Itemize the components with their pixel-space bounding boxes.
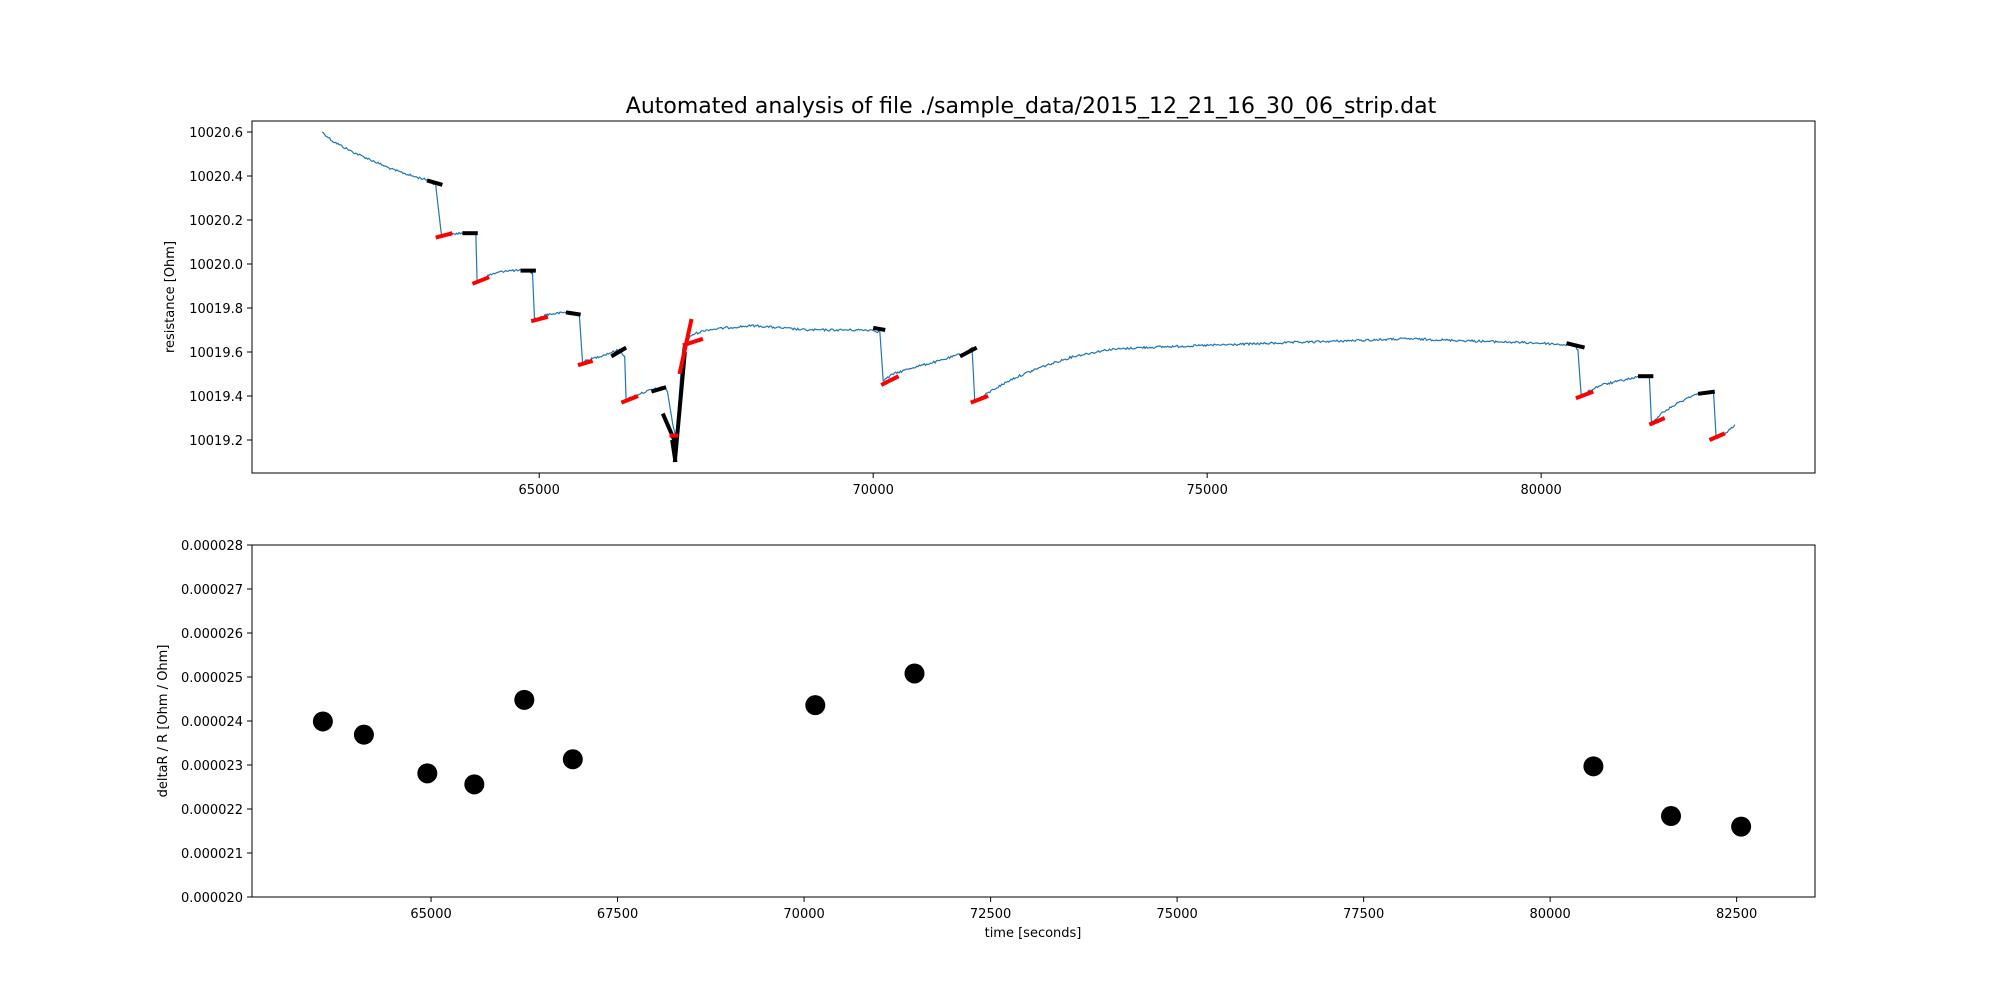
top-y-tick-label: 10020.0	[189, 258, 243, 273]
top-y-axis-label: resistance [Ohm]	[163, 241, 178, 353]
deltaR-point	[1731, 816, 1752, 837]
bottom-x-tick-label: 75000	[1156, 907, 1197, 922]
bottom-x-tick-label: 80000	[1529, 907, 1570, 922]
top-y-tick-label: 10020.6	[189, 126, 243, 141]
fit-after-segment	[620, 394, 639, 405]
fit-before-segment	[672, 351, 687, 463]
bottom-y-tick-label: 0.000025	[181, 671, 243, 686]
bottom-y-tick-label: 0.000024	[181, 715, 243, 730]
bottom-x-tick-label: 70000	[783, 907, 824, 922]
top-x-tick-label: 80000	[1520, 483, 1561, 498]
deltaR-point	[1661, 806, 1682, 827]
fit-after-segment	[880, 374, 900, 387]
top-y-tick-label: 10019.8	[189, 302, 243, 317]
deltaR-point	[514, 689, 535, 710]
fit-before-segment	[872, 325, 886, 332]
bottom-y-tick-label: 0.000028	[181, 539, 243, 554]
resistance-trace	[321, 131, 1736, 440]
bottom-series	[312, 663, 1752, 837]
top-y-axis: 10019.2 10019.4 10019.6 10019.8 10020.0 10020…	[189, 126, 252, 449]
bottom-x-axis-label: time [seconds]	[985, 926, 1082, 941]
fit-after-segment	[677, 318, 694, 375]
bottom-y-tick-label: 0.000026	[181, 627, 243, 642]
fit-before-segment	[610, 345, 628, 359]
bottom-y-tick-label: 0.000027	[181, 583, 243, 598]
top-plot-frame	[251, 120, 1816, 474]
bottom-y-axis-label: deltaR / R [Ohm / Ohm]	[156, 645, 171, 798]
fit-before-segment	[650, 385, 667, 394]
resistance-plot: 65000 70000 75000 80000 10019.210019.410019…	[163, 120, 1816, 498]
fit-after-segment	[435, 231, 453, 240]
bottom-y-tick-label: 0.000023	[181, 759, 243, 774]
bottom-x-tick-label: 67500	[597, 907, 638, 922]
fit-before-segment	[1566, 341, 1586, 350]
deltaR-point	[805, 695, 826, 716]
top-series	[321, 131, 1736, 463]
top-x-tick-label: 75000	[1186, 483, 1227, 498]
fit-after-segment	[577, 358, 594, 368]
top-y-tick-label: 10020.4	[189, 170, 243, 185]
fit-before-segment	[1697, 389, 1716, 396]
top-x-tick-label: 70000	[853, 483, 894, 498]
deltaR-point	[417, 763, 438, 784]
fit-after-segment	[530, 314, 549, 324]
deltaR-point	[464, 774, 485, 795]
deltaR-point	[353, 724, 374, 745]
bottom-y-tick-label: 0.000022	[181, 803, 243, 818]
deltaR-point	[312, 711, 333, 732]
deltaR-plot: 65000 67500 70000 72500 75000 77500 80000 82500…	[156, 539, 1816, 941]
fit-before-segment	[565, 310, 581, 317]
fit-after-segment	[1708, 431, 1726, 442]
fit-after-segment	[1648, 416, 1666, 427]
top-x-axis: 65000 70000 75000 80000	[519, 473, 1562, 498]
bottom-y-axis: 0.000020 0.000021 0.000022 0.000023 0.000024…	[181, 539, 252, 906]
bottom-plot-frame	[251, 544, 1816, 898]
fit-after-segment	[970, 394, 989, 405]
bottom-x-tick-label: 77500	[1343, 907, 1384, 922]
bottom-x-axis: 65000 67500 70000 72500 75000 77500 80000 82500	[410, 897, 1757, 922]
bottom-y-tick-label: 0.000021	[181, 847, 243, 862]
top-y-tick-label: 10019.4	[189, 390, 243, 405]
deltaR-point	[1583, 756, 1604, 777]
figure-title: Automated analysis of file ./sample_data…	[626, 94, 1437, 119]
deltaR-point	[904, 663, 925, 684]
fit-after-segment	[1575, 389, 1594, 401]
bottom-x-tick-label: 65000	[410, 907, 451, 922]
bottom-x-tick-label: 72500	[970, 907, 1011, 922]
bottom-x-tick-label: 82500	[1716, 907, 1757, 922]
top-y-tick-label: 10019.6	[189, 346, 243, 361]
top-y-tick-label: 10019.2	[189, 434, 243, 449]
deltaR-point	[562, 749, 583, 770]
fit-after-segment	[471, 275, 490, 286]
top-x-tick-label: 65000	[519, 483, 560, 498]
fit-before-segment	[426, 178, 443, 187]
top-y-tick-label: 10020.2	[189, 214, 243, 229]
bottom-y-tick-label: 0.000020	[181, 891, 243, 906]
fit-before-segment	[660, 412, 678, 446]
fit-before-segment	[959, 345, 978, 359]
